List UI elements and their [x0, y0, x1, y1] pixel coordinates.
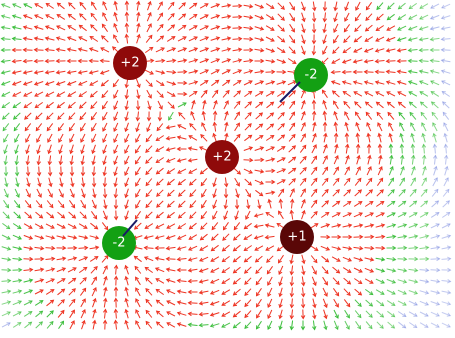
charge-label: +2 [120, 56, 139, 71]
charge-positive[interactable]: +1 [280, 220, 314, 254]
charge-negative[interactable]: -2 [294, 58, 328, 92]
charge-positive[interactable]: +2 [205, 140, 239, 174]
charge-negative[interactable]: -2 [102, 226, 136, 260]
charge-label: +2 [212, 150, 231, 165]
charge-positive[interactable]: +2 [113, 46, 147, 80]
charge-label: -2 [305, 68, 318, 83]
charge-label: -2 [113, 236, 126, 251]
charge-label: +1 [287, 230, 306, 245]
